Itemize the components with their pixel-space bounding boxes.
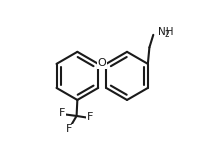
Text: F: F <box>66 124 72 134</box>
Text: 2: 2 <box>164 30 169 39</box>
Text: NH: NH <box>158 27 173 37</box>
Text: F: F <box>86 112 93 122</box>
Text: O: O <box>98 58 107 68</box>
Text: F: F <box>59 108 65 118</box>
